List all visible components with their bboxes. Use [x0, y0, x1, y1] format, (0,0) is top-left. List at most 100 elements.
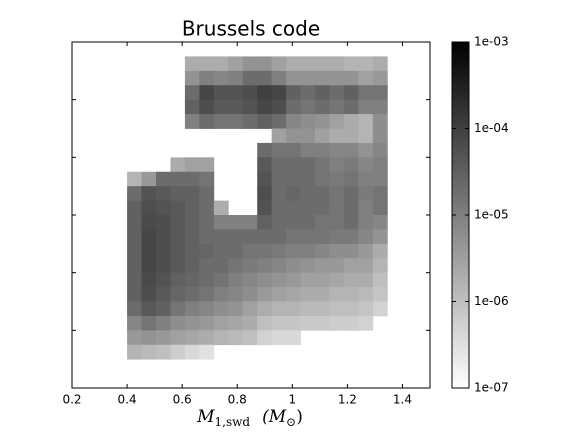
heat-cell	[213, 243, 229, 259]
heat-cell	[315, 243, 330, 259]
colorbar-tick-label: 1e-07	[474, 381, 509, 395]
heat-cell	[271, 128, 287, 144]
heat-cell	[271, 70, 287, 86]
heat-cell	[343, 287, 359, 302]
heat-cell	[372, 85, 388, 101]
x-tick-label: 1.2	[338, 393, 357, 407]
heat-cell	[358, 128, 374, 144]
heat-cell	[199, 99, 215, 115]
colorbar-tick-label: 1e-05	[474, 208, 509, 222]
heat-cell	[199, 171, 215, 187]
heat-cell	[199, 344, 215, 360]
heat-cell	[271, 114, 287, 129]
heat-cell	[242, 272, 258, 288]
heat-cell	[286, 128, 301, 144]
heat-cell	[257, 99, 273, 115]
heat-cell	[228, 85, 244, 101]
heat-cell	[199, 56, 215, 72]
heat-cell	[372, 114, 388, 129]
heat-cell	[300, 243, 316, 259]
x-label-part: )	[296, 407, 303, 427]
heat-cell	[127, 315, 142, 331]
heat-cell	[329, 56, 345, 72]
heat-cell	[127, 200, 142, 216]
heat-cell	[199, 200, 215, 216]
heat-cell	[315, 186, 330, 201]
heat-cell	[343, 243, 359, 259]
heat-cell	[170, 215, 186, 230]
heat-cell	[155, 272, 171, 288]
heat-cell	[141, 301, 157, 317]
heat-cell	[170, 272, 186, 288]
heat-cell	[141, 315, 157, 331]
heat-cell	[315, 272, 330, 288]
heat-cell	[271, 330, 287, 346]
x-tick-label: 0.8	[228, 393, 247, 407]
heat-cell	[358, 243, 374, 259]
heat-cell	[184, 85, 200, 101]
heat-cell	[329, 229, 345, 245]
heat-cell	[358, 301, 374, 317]
heat-cell	[358, 229, 374, 245]
heat-cell	[343, 315, 359, 331]
heat-cell	[228, 229, 244, 245]
heat-cell	[257, 171, 273, 187]
heat-cell	[372, 171, 388, 187]
heat-cell	[372, 142, 388, 158]
heat-cell	[228, 215, 244, 230]
heat-cell	[329, 301, 345, 317]
heat-cell	[184, 70, 200, 86]
heat-cell	[358, 287, 374, 302]
heat-cell	[257, 272, 273, 288]
heat-cell	[271, 200, 287, 216]
heat-cell	[358, 258, 374, 274]
heat-cell	[286, 287, 301, 302]
heat-cell	[213, 301, 229, 317]
heat-cell	[199, 272, 215, 288]
heat-cell	[199, 301, 215, 317]
heat-cell	[329, 243, 345, 259]
heat-cell	[141, 272, 157, 288]
x-axis-label: M1,swd (M⊙)	[196, 407, 303, 429]
heat-cell	[257, 56, 273, 72]
heat-cell	[170, 287, 186, 302]
heat-cell	[343, 272, 359, 288]
heat-cell	[343, 70, 359, 86]
heat-cell	[286, 330, 301, 346]
x-tick-label: 0.2	[62, 393, 81, 407]
x-tick-label: 1.4	[393, 393, 412, 407]
heat-cell	[184, 186, 200, 201]
colorbar-tick-label: 1e-06	[474, 294, 509, 308]
heat-cell	[141, 200, 157, 216]
heat-cell	[213, 258, 229, 274]
x-tick-label: 1	[288, 393, 296, 407]
heat-cell	[213, 114, 229, 129]
heat-cell	[315, 215, 330, 230]
heat-cell	[300, 56, 316, 72]
heat-cell	[372, 272, 388, 288]
heat-cell	[170, 157, 186, 173]
heat-cell	[329, 171, 345, 187]
heat-cell	[286, 258, 301, 274]
heat-cell	[343, 114, 359, 129]
heat-cell	[300, 171, 316, 187]
heat-cell	[127, 258, 142, 274]
heat-cell	[343, 56, 359, 72]
heat-cell	[184, 330, 200, 346]
heat-cell	[155, 243, 171, 259]
heat-cell	[127, 330, 142, 346]
heat-cell	[199, 215, 215, 230]
colorbar-tick-label: 1e-03	[474, 35, 509, 49]
heat-cell	[228, 272, 244, 288]
heat-cell	[343, 229, 359, 245]
heat-cell	[300, 157, 316, 173]
heat-cell	[300, 186, 316, 201]
heat-cell	[184, 258, 200, 274]
heat-cell	[271, 315, 287, 331]
heat-cell	[228, 114, 244, 129]
heat-cell	[170, 301, 186, 317]
heat-cell	[286, 200, 301, 216]
heat-cell	[329, 186, 345, 201]
heat-cell	[257, 70, 273, 86]
